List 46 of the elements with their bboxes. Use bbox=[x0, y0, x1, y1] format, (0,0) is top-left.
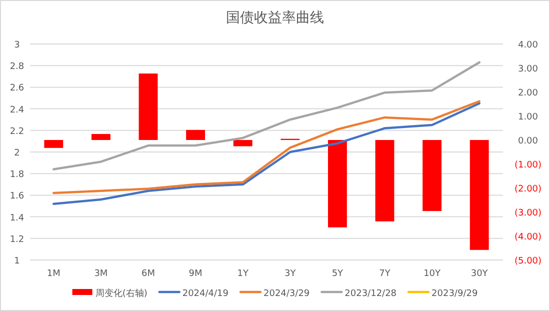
y2-tick-label: 2.00 bbox=[518, 88, 538, 98]
x-tick-label: 1Y bbox=[237, 269, 249, 279]
y-tick-label: 1.8 bbox=[10, 170, 24, 180]
chart-title: 国债收益率曲线 bbox=[226, 10, 324, 26]
legend-label: 2024/3/29 bbox=[264, 289, 310, 299]
bar bbox=[91, 134, 110, 140]
y-tick-label: 1.6 bbox=[10, 192, 24, 202]
y-tick-label: 3 bbox=[14, 40, 20, 50]
y2-tick-label: (2.00) bbox=[514, 184, 542, 194]
y-tick-label: 2 bbox=[14, 148, 20, 158]
y2-tick-label: 3.00 bbox=[518, 64, 538, 74]
bar bbox=[470, 140, 489, 250]
legend-label: 2023/12/28 bbox=[344, 289, 397, 299]
y-tick-label: 2.2 bbox=[10, 126, 24, 137]
y-tick-label: 2.4 bbox=[10, 105, 24, 116]
legend-label: 2024/4/19 bbox=[182, 289, 229, 299]
bar bbox=[44, 140, 64, 148]
x-tick-label: 30Y bbox=[470, 269, 488, 279]
x-tick-label: 5Y bbox=[332, 269, 344, 279]
x-tick-label: 7Y bbox=[379, 269, 391, 279]
y-tick-label: 1.2 bbox=[10, 234, 24, 245]
bar bbox=[328, 140, 347, 228]
x-tick-label: 1M bbox=[46, 269, 60, 279]
x-tick-label: 6M bbox=[142, 269, 155, 279]
bar bbox=[233, 140, 252, 146]
y-tick-label: 2.8 bbox=[10, 62, 24, 72]
y2-tick-label: 0.00 bbox=[518, 136, 538, 146]
y2-tick-label: (4.00) bbox=[514, 232, 542, 242]
bar bbox=[138, 74, 158, 140]
x-tick-label: 10Y bbox=[424, 269, 442, 279]
y-tick-label: 1.4 bbox=[10, 213, 24, 224]
bar bbox=[375, 140, 394, 222]
x-tick-label: 3Y bbox=[284, 269, 296, 279]
x-tick-label: 9M bbox=[188, 269, 202, 279]
y2-tick-label: (5.00) bbox=[514, 256, 542, 266]
y-tick-label: 2.6 bbox=[10, 84, 24, 94]
y-tick-label: 1 bbox=[14, 256, 20, 266]
y2-tick-label: 1.00 bbox=[518, 112, 538, 122]
x-tick-label: 3M bbox=[94, 269, 108, 279]
legend-label: 2023/9/29 bbox=[432, 289, 478, 299]
y2-tick-label: (1.00) bbox=[514, 160, 542, 170]
y2-tick-label: 4.00 bbox=[518, 40, 538, 50]
legend-label: 周变化(右轴) bbox=[95, 288, 148, 299]
y2-tick-label: (3.00) bbox=[514, 208, 542, 218]
bar bbox=[186, 130, 206, 140]
bar bbox=[422, 140, 442, 212]
